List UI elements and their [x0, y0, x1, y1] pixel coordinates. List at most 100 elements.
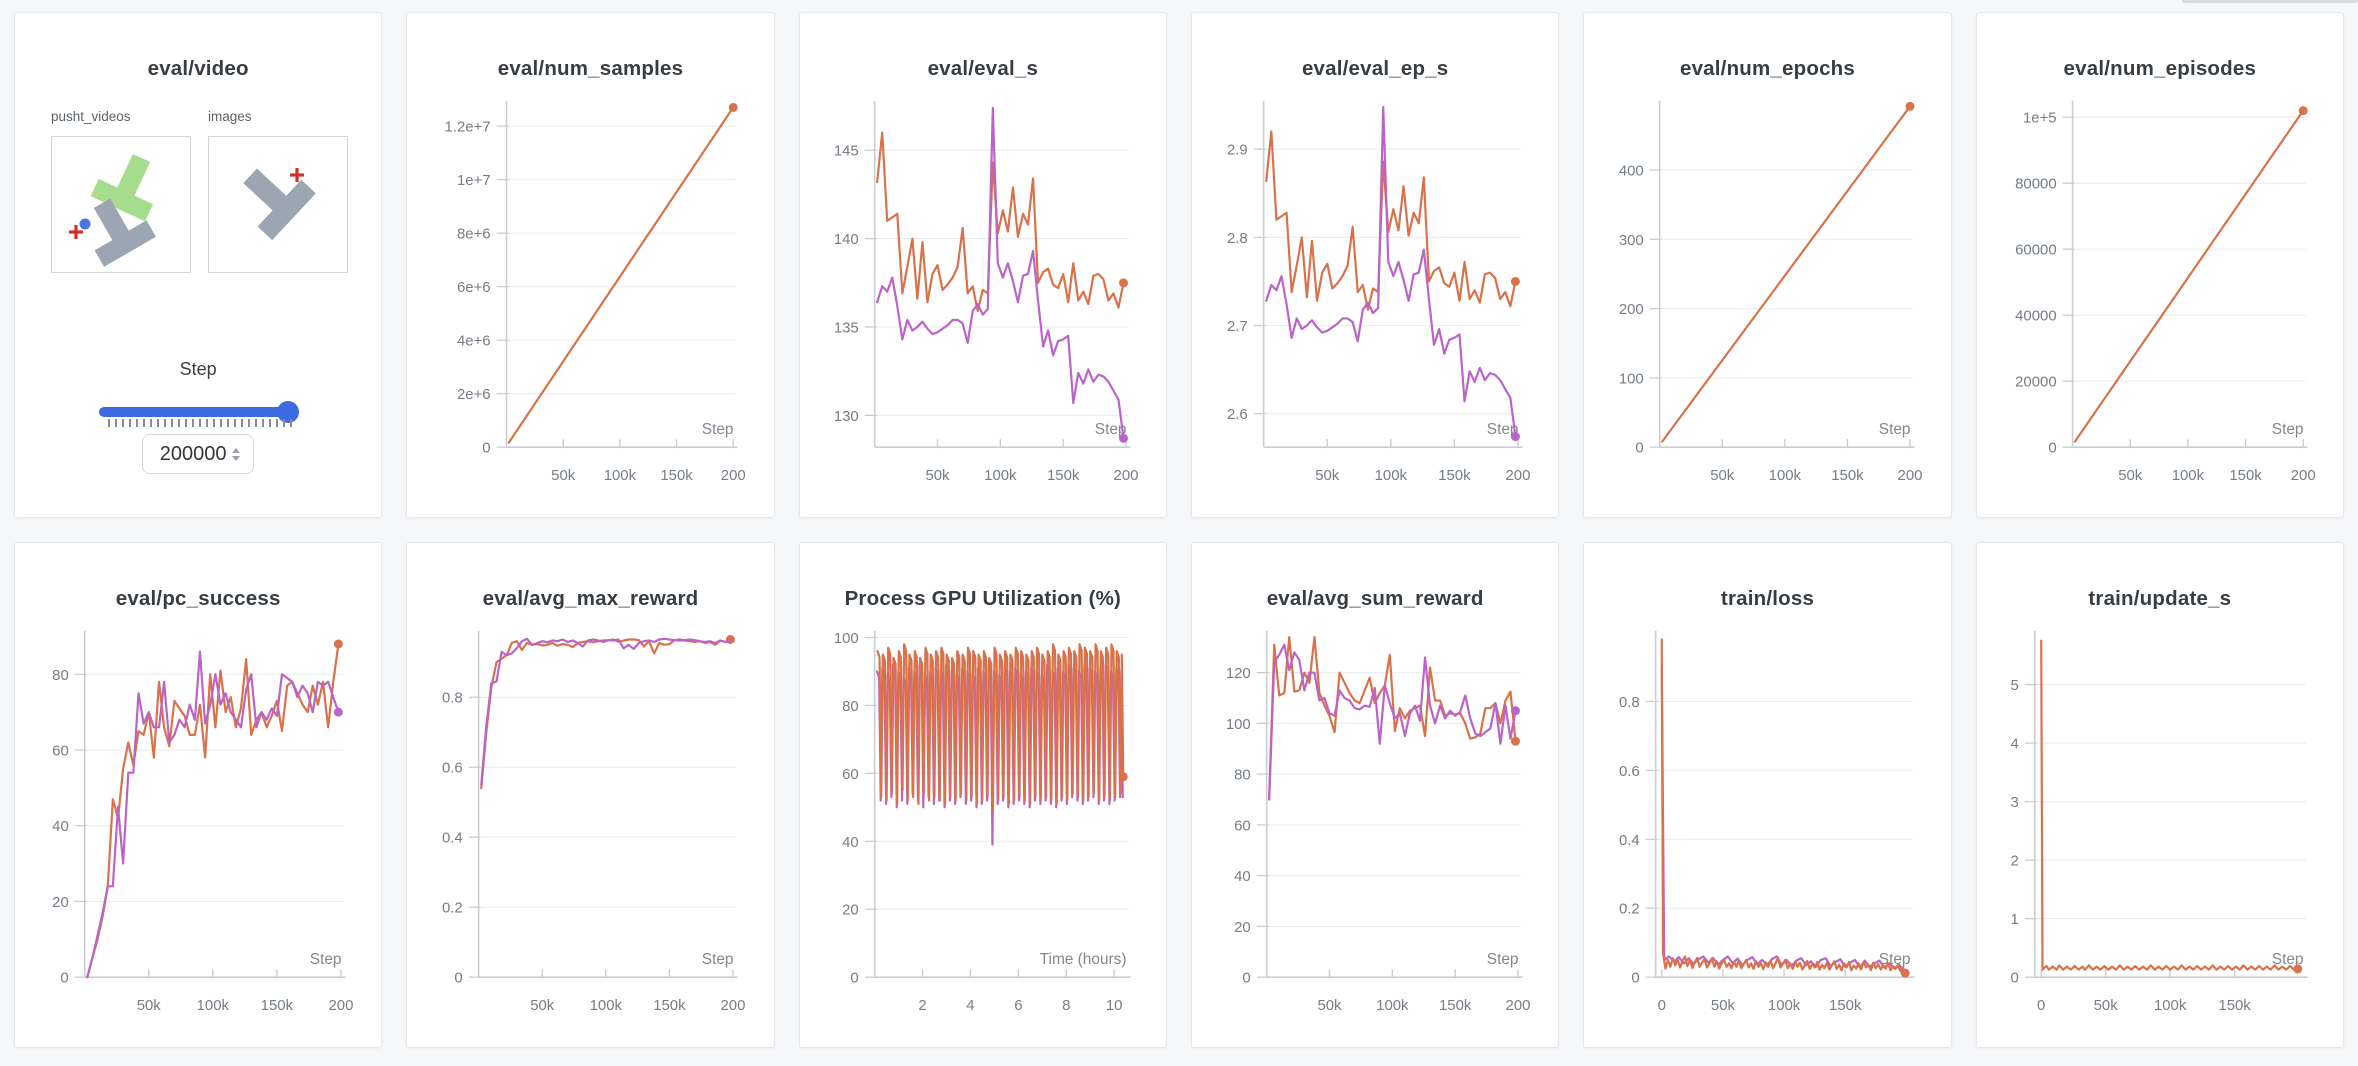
svg-text:0: 0 [1632, 970, 1640, 987]
chart-title: eval/eval_s [927, 57, 1039, 80]
svg-text:2.6: 2.6 [1227, 406, 1248, 423]
svg-text:100k: 100k [1769, 467, 1802, 484]
svg-text:0: 0 [2037, 997, 2045, 1014]
step-decrement-icon[interactable] [232, 455, 241, 461]
pusht-video-thumbnail[interactable] [51, 136, 191, 273]
svg-text:0: 0 [483, 440, 491, 457]
svg-text:20: 20 [52, 894, 69, 911]
svg-text:0.8: 0.8 [442, 690, 463, 707]
svg-text:10: 10 [1105, 997, 1122, 1014]
svg-text:0: 0 [1658, 997, 1666, 1014]
chart-panel-eval-ep-s: eval/eval_ep_s 2.6 2.7 2.8 2.9 50k 100k 150k 20… [1191, 12, 1560, 518]
svg-text:135: 135 [833, 319, 858, 336]
svg-text:3: 3 [2010, 794, 2018, 811]
chart-title: train/loss [1720, 587, 1815, 610]
svg-text:80: 80 [52, 667, 69, 684]
svg-text:60: 60 [52, 742, 69, 759]
images-scene-graphic [243, 168, 316, 241]
eval-s-chart[interactable]: 130 135 140 145 50k 100k 150k 200 Step [800, 13, 1166, 517]
images-thumbnail[interactable] [208, 136, 348, 273]
svg-text:Step: Step [1094, 421, 1126, 438]
svg-text:50k: 50k [1711, 997, 1736, 1014]
chart-panel-train-loss: train/loss 0 0.2 0.4 0.6 0.8 0 50k 100k 150k Step [1583, 542, 1952, 1048]
svg-text:Step: Step [2271, 421, 2303, 438]
step-input[interactable] [156, 442, 231, 466]
svg-text:100k: 100k [1376, 997, 1409, 1014]
step-slider-track[interactable] [99, 407, 295, 417]
svg-text:40: 40 [52, 818, 69, 835]
svg-text:Step: Step [1487, 421, 1519, 438]
svg-text:0.4: 0.4 [442, 830, 463, 847]
num-epochs-chart[interactable]: 0 100 200 300 400 50k 100k 150k 200 Step [1584, 13, 1950, 517]
svg-text:Step: Step [1879, 421, 1911, 438]
target-cross-icon [69, 225, 83, 239]
avg-max-reward-chart[interactable]: 0 0.2 0.4 0.6 0.8 50k 100k 150k 200 Step [407, 543, 773, 1047]
svg-text:140: 140 [833, 231, 858, 248]
chart-panel-avg-sum-reward: eval/avg_sum_reward 0 20 40 60 80 100 120 50k 10… [1191, 542, 1560, 1048]
pc-success-chart[interactable]: 0 20 40 60 80 50k 100k 150k 200 Step [15, 543, 381, 1047]
svg-text:20000: 20000 [2015, 374, 2057, 391]
svg-text:100k: 100k [1768, 997, 1801, 1014]
svg-text:0: 0 [1242, 970, 1250, 987]
panel-title: eval/video [147, 57, 249, 80]
svg-text:50k: 50k [552, 467, 577, 484]
svg-text:60: 60 [1234, 817, 1251, 834]
svg-text:50k: 50k [2093, 997, 2118, 1014]
svg-text:1.2e+7: 1.2e+7 [445, 119, 491, 136]
svg-text:Step: Step [2271, 951, 2303, 968]
chart-panel-avg-max-reward: eval/avg_max_reward 0 0.2 0.4 0.6 0.8 50k 100k… [406, 542, 775, 1048]
svg-text:0.2: 0.2 [442, 900, 463, 917]
train-update-s-chart[interactable]: 0 1 2 3 4 5 0 50k 100k 150k Step [1977, 543, 2343, 1047]
svg-text:100k: 100k [590, 997, 623, 1014]
svg-text:300: 300 [1619, 232, 1644, 249]
svg-text:4: 4 [2010, 736, 2018, 753]
num-samples-chart[interactable]: 0 2e+6 4e+6 6e+6 8e+6 1e+7 1.2e+7 50k 100k 150k 20… [407, 13, 773, 517]
svg-text:Step: Step [310, 951, 342, 968]
svg-text:130: 130 [833, 408, 858, 425]
svg-text:0.2: 0.2 [1619, 901, 1640, 918]
svg-text:150k: 150k [2229, 467, 2262, 484]
svg-text:50k: 50k [1317, 997, 1342, 1014]
svg-text:120: 120 [1226, 665, 1251, 682]
avg-sum-reward-chart[interactable]: 0 20 40 60 80 100 120 50k 100k 150k 200 Step [1192, 543, 1558, 1047]
svg-text:200: 200 [1113, 467, 1138, 484]
svg-text:2.7: 2.7 [1227, 318, 1248, 335]
svg-text:50k: 50k [925, 467, 950, 484]
svg-text:100: 100 [1226, 716, 1251, 733]
svg-text:1: 1 [2010, 911, 2018, 928]
svg-text:150k: 150k [1829, 997, 1862, 1014]
svg-text:200: 200 [721, 997, 746, 1014]
svg-text:6: 6 [1014, 997, 1022, 1014]
svg-text:50k: 50k [137, 997, 162, 1014]
svg-text:100k: 100k [1375, 467, 1408, 484]
svg-text:100k: 100k [604, 467, 637, 484]
chart-panel-num-epochs: eval/num_epochs 0 100 200 300 400 50k 100k 150k… [1583, 12, 1952, 518]
svg-text:Time (hours): Time (hours) [1039, 951, 1126, 968]
svg-text:150k: 150k [2218, 997, 2251, 1014]
target-cross-icon [290, 168, 304, 182]
svg-text:40: 40 [1234, 868, 1251, 885]
goal-t-shape [90, 153, 154, 222]
svg-text:0.4: 0.4 [1619, 832, 1640, 849]
svg-text:80: 80 [842, 698, 859, 715]
step-slider[interactable] [99, 401, 299, 423]
num-episodes-chart[interactable]: 0 20000 40000 60000 80000 1e+5 50k 100k 150k 200 S… [1977, 13, 2343, 517]
gpu-utilization-chart[interactable]: 0 20 40 60 80 100 2 4 6 8 10 Time (hours) [800, 543, 1166, 1047]
svg-text:200: 200 [1506, 997, 1531, 1014]
svg-text:150k: 150k [661, 467, 694, 484]
block-t-shape [243, 168, 316, 241]
step-slider-thumb[interactable] [277, 401, 299, 423]
svg-text:2.8: 2.8 [1227, 230, 1248, 247]
step-increment-icon[interactable] [232, 447, 241, 453]
svg-text:150k: 150k [1439, 997, 1472, 1014]
svg-text:6e+6: 6e+6 [457, 279, 491, 296]
svg-text:0: 0 [2010, 970, 2018, 987]
step-input-box [142, 434, 255, 474]
svg-text:200: 200 [1898, 467, 1923, 484]
svg-text:Step: Step [702, 951, 734, 968]
svg-text:100k: 100k [984, 467, 1017, 484]
top-edge-remnant [2182, 0, 2358, 3]
svg-text:200: 200 [2290, 467, 2315, 484]
eval-ep-s-chart[interactable]: 2.6 2.7 2.8 2.9 50k 100k 150k 200 Step [1192, 13, 1558, 517]
